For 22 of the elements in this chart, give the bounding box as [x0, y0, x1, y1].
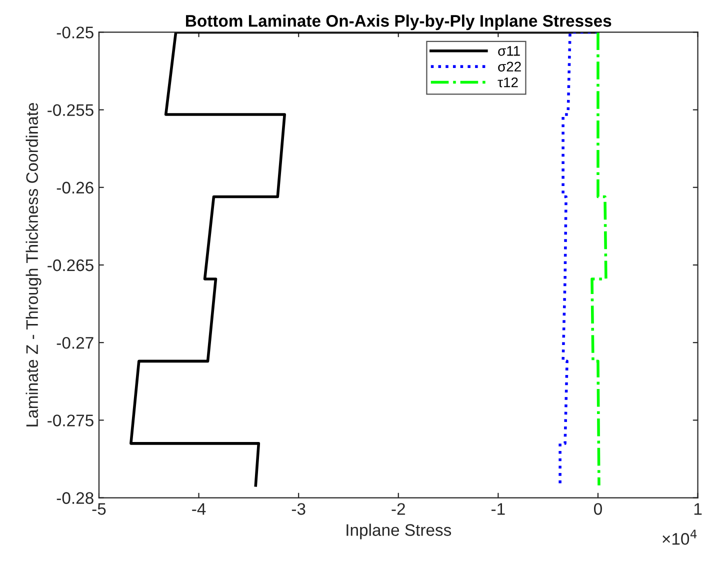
legend-label: σ11 [498, 46, 520, 56]
chart-title: Bottom Laminate On-Axis Ply-by-Ply Inplane Stresses [186, 14, 612, 30]
text: ×10$^{4}$ [662, 530, 697, 545]
x-tick-label: -5 [92, 503, 106, 515]
y-tick-label: -0.27 [56, 336, 94, 349]
legend-label: τ12 [498, 77, 518, 88]
y-tick-label: -0.265 [48, 259, 94, 272]
y-axis-title: Laminate Z - Through Thickness Coordinate [26, 102, 42, 426]
y-tick-label: -0.28 [56, 492, 94, 504]
y-tick-label: -0.275 [48, 414, 94, 426]
x-tick-label: 1 [694, 503, 702, 515]
y-tick-label: -0.26 [56, 182, 94, 194]
x-tick-label: -1 [492, 503, 505, 515]
x-tick-label: 0 [594, 503, 602, 515]
x-tick-label: -2 [392, 503, 405, 515]
x-tick-label: -4 [192, 503, 206, 515]
legend-label: σ22 [498, 62, 521, 72]
x-tick-label: -3 [292, 503, 306, 515]
x-axis-title: Inplane Stress [346, 524, 452, 540]
line-series [590, 32, 608, 487]
y-tick-label: -0.255 [48, 104, 94, 116]
y-tick-label: -0.25 [56, 26, 94, 38]
